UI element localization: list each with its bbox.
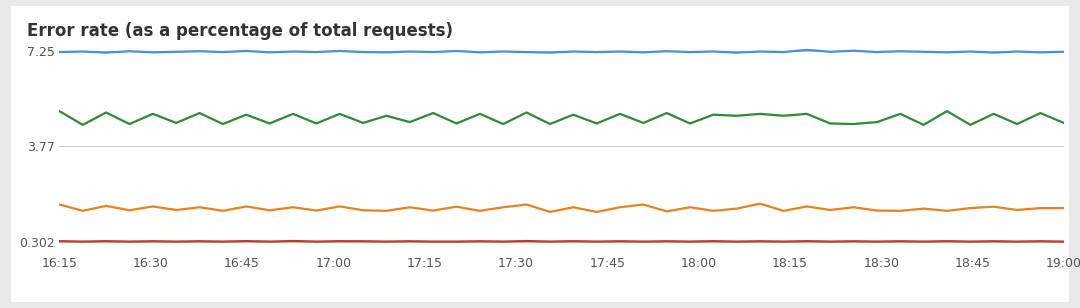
Text: Error rate (as a percentage of total requests): Error rate (as a percentage of total req… [27, 22, 453, 39]
